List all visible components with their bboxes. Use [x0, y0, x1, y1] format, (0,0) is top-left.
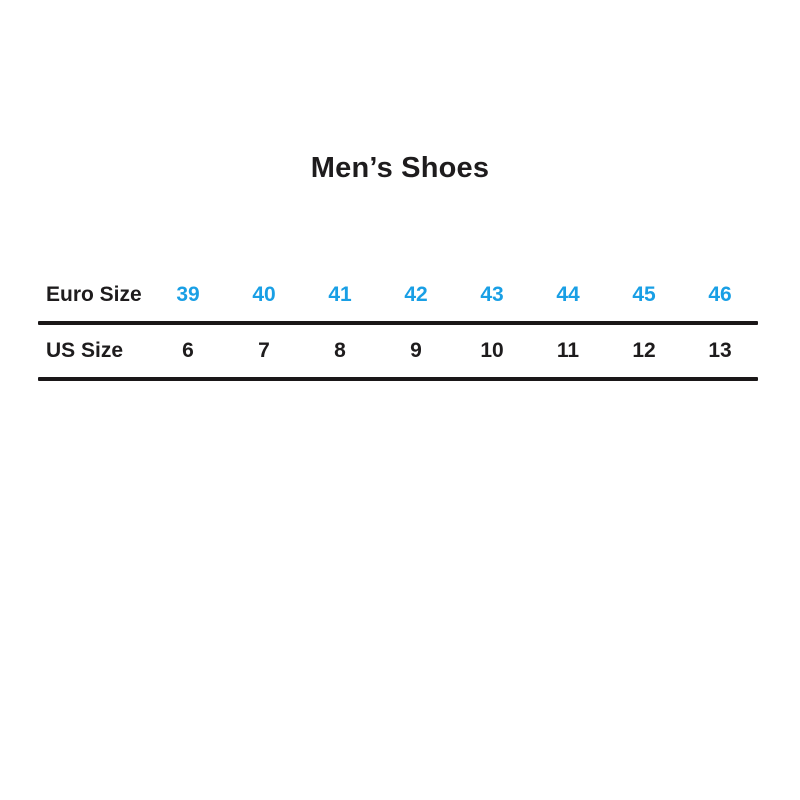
us-size-value: 12	[632, 339, 656, 362]
euro-size-value: 42	[404, 282, 428, 306]
us-size-value: 10	[480, 339, 504, 362]
euro-size-value: 44	[556, 282, 580, 306]
row-label-euro-size: Euro Size	[46, 282, 142, 306]
row-label-us-size: US Size	[46, 339, 124, 362]
table-row-us-size: US Size 6 7 8 9 10 11 12 13	[38, 325, 758, 377]
table-divider-rule	[38, 321, 758, 325]
table-row-euro-size: Euro Size 39 40 41 42 43 44 45 46	[38, 268, 758, 321]
us-size-value: 6	[182, 339, 194, 362]
us-size-value: 11	[556, 339, 580, 362]
euro-size-value: 43	[480, 282, 504, 306]
euro-size-value: 45	[632, 282, 656, 306]
us-size-value: 7	[258, 339, 270, 362]
euro-size-value: 46	[708, 282, 732, 306]
us-size-value: 8	[334, 339, 346, 362]
us-size-value: 9	[410, 339, 422, 362]
us-size-value: 13	[708, 339, 732, 362]
euro-size-value: 40	[252, 282, 276, 306]
chart-title: Men’s Shoes	[310, 152, 490, 184]
size-conversion-table: Euro Size 39 40 41 42 43 44 45 46 US Siz…	[38, 268, 758, 381]
table-bottom-rule	[38, 377, 758, 381]
euro-size-value: 41	[328, 282, 352, 306]
euro-size-value: 39	[176, 282, 200, 306]
